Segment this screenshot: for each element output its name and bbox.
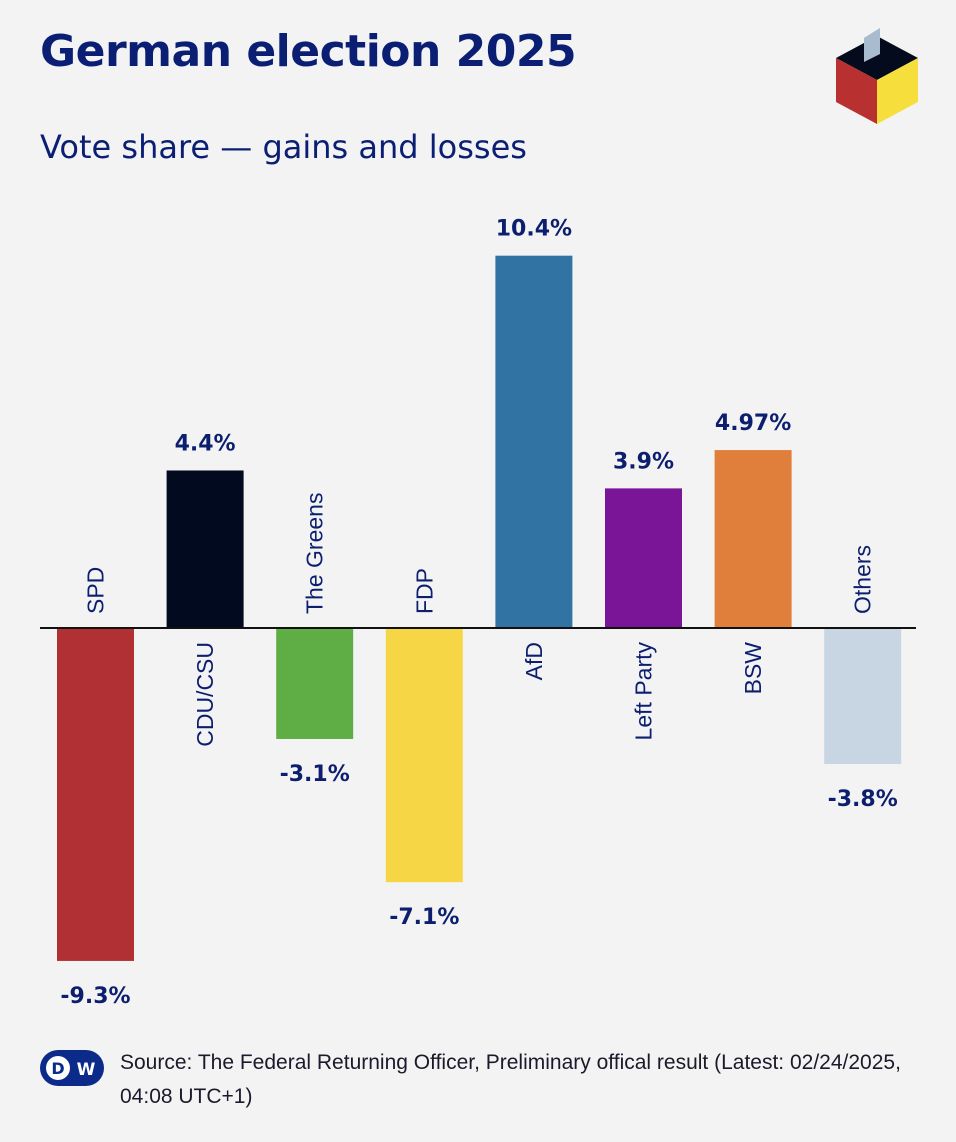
- bar-left-party: [605, 488, 682, 628]
- category-label: AfD: [521, 642, 547, 680]
- bar-others: [824, 628, 902, 765]
- data-label: 4.97%: [715, 411, 791, 436]
- chart-title: German election 2025: [40, 26, 577, 77]
- category-label: The Greens: [302, 493, 328, 614]
- chart-subtitle: Vote share — gains and losses: [40, 128, 527, 166]
- category-label: Left Party: [631, 642, 657, 741]
- bar-fdp: [385, 628, 463, 883]
- category-label: CDU/CSU: [192, 642, 218, 747]
- data-label: -7.1%: [389, 905, 459, 930]
- bar-the-greens: [276, 628, 354, 739]
- data-label: 10.4%: [496, 217, 572, 242]
- bar-afd: [495, 255, 573, 628]
- bar-cdu-csu: [166, 470, 244, 628]
- category-label: BSW: [740, 642, 766, 695]
- category-label: SPD: [83, 567, 109, 614]
- data-label: -9.3%: [60, 984, 130, 1009]
- source-note: Source: The Federal Returning Officer, P…: [120, 1051, 901, 1108]
- dw-logo: D W: [40, 1050, 104, 1086]
- data-label: 4.4%: [175, 431, 236, 456]
- bar-bsw: [714, 450, 792, 628]
- category-label: Others: [850, 545, 876, 614]
- data-label: -3.1%: [280, 762, 350, 787]
- category-label: FDP: [411, 568, 437, 614]
- data-label: 3.9%: [613, 449, 674, 474]
- bar-chart: -9.3% SPD 4.4% CDU/CSU -3.1% The Greens -7.1% F…: [40, 217, 916, 1009]
- ballot-box-icon: [836, 28, 918, 124]
- svg-text:W: W: [77, 1060, 96, 1080]
- data-label: -3.8%: [828, 787, 898, 812]
- svg-text:D: D: [51, 1059, 64, 1078]
- bar-spd: [57, 628, 134, 961]
